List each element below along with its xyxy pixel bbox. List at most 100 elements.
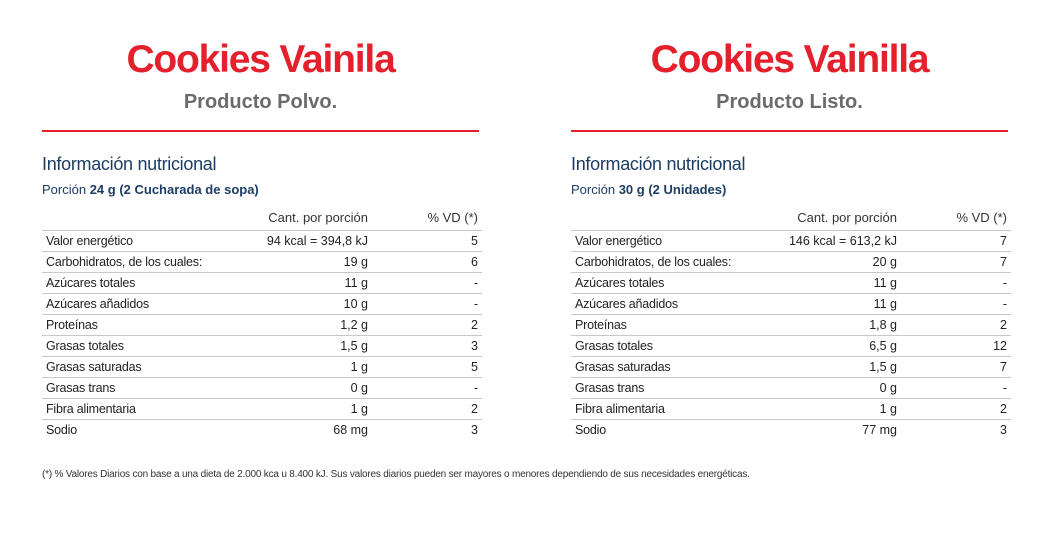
nutrient-vd: - bbox=[1002, 297, 1007, 311]
nutrient-name: Grasas totales bbox=[46, 339, 124, 353]
portion-label: Porción bbox=[42, 182, 87, 197]
nutrient-amount: 68 mg bbox=[333, 423, 368, 437]
nutrient-vd: 12 bbox=[993, 339, 1007, 353]
nutrient-vd: 5 bbox=[471, 234, 478, 248]
product-subtitle: Producto Polvo. bbox=[183, 91, 338, 113]
section-title: Información nutricional bbox=[571, 154, 746, 174]
nutrient-amount: 1 g bbox=[350, 360, 368, 374]
nutrient-amount: 1,2 g bbox=[340, 318, 368, 332]
table-row: Grasas totales 1,5 g 3 bbox=[42, 335, 482, 356]
header-amount: Cant. por porción bbox=[797, 210, 897, 225]
nutrient-vd: 3 bbox=[1000, 423, 1007, 437]
nutrient-vd: - bbox=[473, 381, 478, 395]
nutrient-amount: 19 g bbox=[343, 255, 368, 269]
nutrient-amount: 94 kcal = 394,8 kJ bbox=[266, 234, 368, 248]
nutrient-name: Carbohidratos, de los cuales: bbox=[575, 255, 732, 269]
nutrient-vd: 2 bbox=[1000, 402, 1007, 416]
table-row: Grasas saturadas 1,5 g 7 bbox=[571, 356, 1011, 377]
table-row: Fibra alimentaria 1 g 2 bbox=[571, 398, 1011, 419]
nutrient-name: Azúcares añadidos bbox=[46, 297, 149, 311]
nutrient-vd: - bbox=[1002, 381, 1007, 395]
nutrient-name: Grasas trans bbox=[46, 381, 116, 395]
portion-line: Porción 30 g (2 Unidades) bbox=[571, 182, 726, 198]
nutrient-name: Fibra alimentaria bbox=[46, 402, 136, 416]
nutrition-table: Cant. por porción % VD (*) Valor energét… bbox=[571, 205, 1011, 440]
divider bbox=[571, 130, 1008, 132]
table-row: Fibra alimentaria 1 g 2 bbox=[42, 398, 482, 419]
nutrient-amount: 10 g bbox=[343, 297, 368, 311]
nutrition-table: Cant. por porción % VD (*) Valor energét… bbox=[42, 205, 482, 440]
nutrient-name: Azúcares totales bbox=[46, 276, 136, 290]
product-title: Cookies Vainilla bbox=[650, 38, 930, 81]
table-row: Sodio 77 mg 3 bbox=[571, 419, 1011, 440]
nutrient-amount: 0 g bbox=[879, 381, 897, 395]
nutrient-name: Carbohidratos, de los cuales: bbox=[46, 255, 203, 269]
product-title: Cookies Vainila bbox=[126, 38, 395, 81]
nutrient-vd: 7 bbox=[1000, 234, 1007, 248]
table-row: Grasas totales 6,5 g 12 bbox=[571, 335, 1011, 356]
nutrient-vd: 3 bbox=[471, 339, 478, 353]
table-row: Valor energético 146 kcal = 613,2 kJ 7 bbox=[571, 230, 1011, 251]
nutrient-vd: 2 bbox=[471, 318, 478, 332]
table-row: Grasas trans 0 g - bbox=[42, 377, 482, 398]
table-row: Proteínas 1,8 g 2 bbox=[571, 314, 1011, 335]
nutrient-amount: 11 g bbox=[873, 297, 897, 311]
nutrient-vd: 2 bbox=[1000, 318, 1007, 332]
portion-value: 30 g (2 Unidades) bbox=[618, 182, 727, 197]
nutrient-vd: - bbox=[473, 276, 478, 290]
nutrient-vd: 7 bbox=[1000, 360, 1007, 374]
header-vd: % VD (*) bbox=[956, 210, 1007, 225]
nutrient-amount: 11 g bbox=[873, 276, 897, 290]
nutrient-amount: 1,8 g bbox=[869, 318, 897, 332]
header-vd: % VD (*) bbox=[427, 210, 478, 225]
nutrient-amount: 77 mg bbox=[862, 423, 897, 437]
nutrient-name: Proteínas bbox=[575, 318, 627, 332]
table-row: Azúcares totales 11 g - bbox=[571, 272, 1011, 293]
nutrient-vd: 5 bbox=[471, 360, 478, 374]
nutrient-name: Sodio bbox=[46, 423, 77, 437]
nutrient-name: Azúcares totales bbox=[575, 276, 665, 290]
nutrient-name: Grasas totales bbox=[575, 339, 653, 353]
nutrient-vd: 7 bbox=[1000, 255, 1007, 269]
nutrient-vd: 3 bbox=[471, 423, 478, 437]
nutrient-amount: 20 g bbox=[872, 255, 897, 269]
nutrient-name: Proteínas bbox=[46, 318, 98, 332]
nutrient-name: Grasas saturadas bbox=[575, 360, 671, 374]
table-row: Azúcares añadidos 11 g - bbox=[571, 293, 1011, 314]
footnote: (*) % Valores Diarios con base a una die… bbox=[42, 469, 750, 480]
portion-label: Porción bbox=[571, 182, 616, 197]
nutrient-name: Grasas saturadas bbox=[46, 360, 142, 374]
nutrient-amount: 1 g bbox=[879, 402, 897, 416]
nutrient-name: Grasas trans bbox=[575, 381, 645, 395]
portion-line: Porción 24 g (2 Cucharada de sopa) bbox=[42, 182, 259, 198]
table-row: Proteínas 1,2 g 2 bbox=[42, 314, 482, 335]
table-row: Sodio 68 mg 3 bbox=[42, 419, 482, 440]
nutrient-amount: 1 g bbox=[350, 402, 368, 416]
table-row: Azúcares totales 11 g - bbox=[42, 272, 482, 293]
nutrient-amount: 0 g bbox=[350, 381, 368, 395]
nutrient-name: Valor energético bbox=[46, 234, 133, 248]
divider bbox=[42, 130, 479, 132]
nutrient-vd: - bbox=[1002, 276, 1007, 290]
table-row: Azúcares añadidos 10 g - bbox=[42, 293, 482, 314]
nutrient-vd: 6 bbox=[471, 255, 478, 269]
table-header: Cant. por porción % VD (*) bbox=[571, 205, 1011, 230]
nutrient-amount: 146 kcal = 613,2 kJ bbox=[788, 234, 897, 248]
nutrient-name: Fibra alimentaria bbox=[575, 402, 665, 416]
portion-value: 24 g (2 Cucharada de sopa) bbox=[89, 182, 259, 197]
nutrient-amount: 1,5 g bbox=[869, 360, 897, 374]
nutrient-amount: 1,5 g bbox=[340, 339, 368, 353]
nutrient-name: Sodio bbox=[575, 423, 606, 437]
product-subtitle: Producto Listo. bbox=[716, 91, 863, 113]
section-title: Información nutricional bbox=[42, 154, 217, 174]
table-header: Cant. por porción % VD (*) bbox=[42, 205, 482, 230]
nutrient-name: Azúcares añadidos bbox=[575, 297, 678, 311]
nutrient-amount: 6,5 g bbox=[869, 339, 897, 353]
table-row: Carbohidratos, de los cuales: 20 g 7 bbox=[571, 251, 1011, 272]
header-amount: Cant. por porción bbox=[268, 210, 368, 225]
table-row: Valor energético 94 kcal = 394,8 kJ 5 bbox=[42, 230, 482, 251]
nutrient-vd: - bbox=[473, 297, 478, 311]
table-row: Carbohidratos, de los cuales: 19 g 6 bbox=[42, 251, 482, 272]
nutrient-vd: 2 bbox=[471, 402, 478, 416]
table-row: Grasas saturadas 1 g 5 bbox=[42, 356, 482, 377]
